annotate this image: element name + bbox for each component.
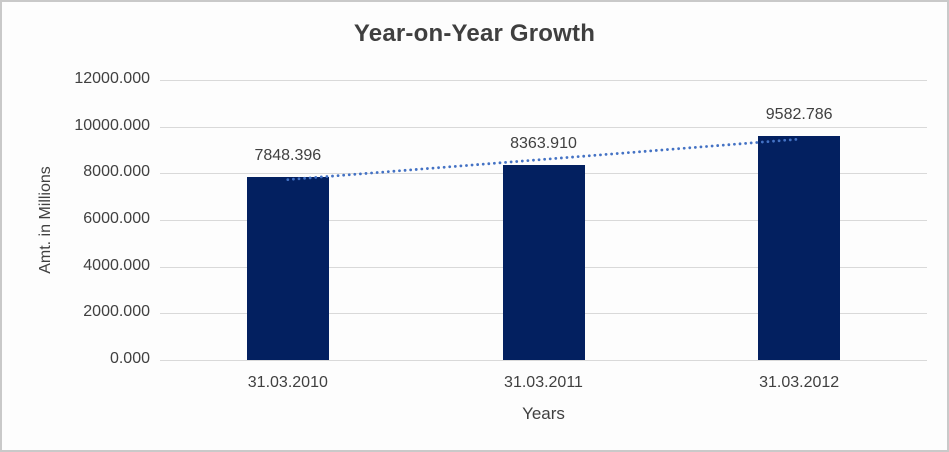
y-tick-label: 2000.000 bbox=[83, 303, 150, 321]
chart-title: Year-on-Year Growth bbox=[353, 20, 596, 47]
y-tick-label: 0.000 bbox=[109, 350, 150, 367]
x-tick-label: 31.03.2011 bbox=[504, 374, 583, 391]
data-label: 8363.910 bbox=[510, 134, 577, 152]
x-axis-title: Years bbox=[522, 404, 565, 423]
gridline bbox=[160, 80, 927, 81]
bar-31.03.2010 bbox=[246, 176, 329, 360]
y-tick-label: 12000.000 bbox=[74, 70, 150, 87]
y-tick-label: 6000.000 bbox=[83, 210, 150, 227]
y-tick-label: 10000.000 bbox=[74, 116, 150, 134]
data-label: 7848.396 bbox=[254, 146, 322, 164]
x-tick-label: 31.03.2012 bbox=[759, 374, 840, 391]
y-tick-label: 8000.000 bbox=[83, 163, 150, 181]
data-label: 9582.786 bbox=[765, 106, 833, 124]
bar-31.03.2012 bbox=[758, 136, 841, 360]
gridline bbox=[160, 360, 927, 361]
y-tick-label: 4000.000 bbox=[83, 256, 150, 274]
x-tick-label: 31.03.2010 bbox=[247, 374, 328, 391]
gridline bbox=[160, 126, 927, 128]
bar-31.03.2011 bbox=[502, 164, 585, 360]
